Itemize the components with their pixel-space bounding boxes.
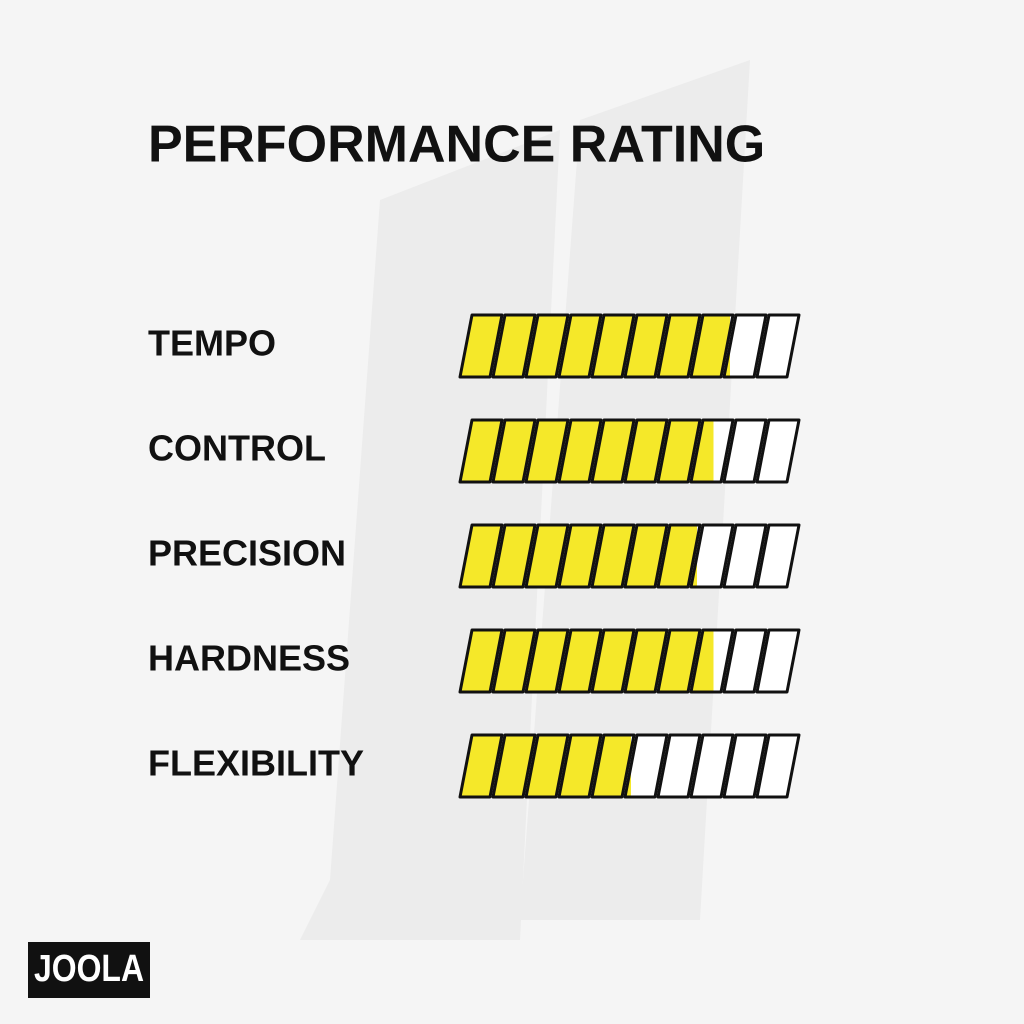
segment-outline bbox=[524, 628, 570, 694]
segment-outline bbox=[524, 523, 570, 589]
segment-outline bbox=[458, 523, 504, 589]
segment-outline bbox=[458, 628, 504, 694]
segment-outline bbox=[755, 523, 801, 589]
segment-outline bbox=[557, 313, 603, 379]
row-label: HARDNESS bbox=[148, 638, 350, 679]
segment-outline bbox=[656, 628, 702, 694]
segment-outline bbox=[755, 418, 801, 484]
segment-outline bbox=[755, 313, 801, 379]
segment-outline bbox=[689, 628, 735, 694]
segment-outline bbox=[722, 628, 768, 694]
segment-outline bbox=[557, 733, 603, 799]
segment-outline bbox=[458, 418, 504, 484]
segment-outline bbox=[755, 628, 801, 694]
segment-outline bbox=[755, 733, 801, 799]
segment-outline bbox=[491, 733, 537, 799]
segment-outline bbox=[491, 628, 537, 694]
segment-outline bbox=[491, 313, 537, 379]
segment-outline bbox=[491, 418, 537, 484]
segment-outline bbox=[524, 418, 570, 484]
segment-outline bbox=[458, 733, 504, 799]
segment-outline bbox=[656, 523, 702, 589]
segment-outline bbox=[722, 418, 768, 484]
bar bbox=[460, 735, 631, 797]
row-label: TEMPO bbox=[148, 323, 276, 364]
segment-outline bbox=[623, 313, 669, 379]
segment-outline bbox=[689, 733, 735, 799]
segment-outline bbox=[590, 523, 636, 589]
segment-outline bbox=[557, 523, 603, 589]
segment-outline bbox=[590, 313, 636, 379]
segment-outline bbox=[689, 523, 735, 589]
row-label: CONTROL bbox=[148, 428, 326, 469]
segment-outline bbox=[623, 418, 669, 484]
segment-outline bbox=[458, 313, 504, 379]
segment-outline bbox=[590, 733, 636, 799]
segment-outline bbox=[689, 418, 735, 484]
logo-box bbox=[28, 942, 150, 998]
logo: JOOLA bbox=[34, 948, 144, 990]
segment-outline bbox=[590, 418, 636, 484]
segment-outline bbox=[656, 733, 702, 799]
segment-outline bbox=[491, 523, 537, 589]
segment-outline bbox=[623, 733, 669, 799]
segment-outline bbox=[722, 313, 768, 379]
segment-outline bbox=[656, 418, 702, 484]
segment-outline bbox=[623, 523, 669, 589]
segment-outline bbox=[656, 313, 702, 379]
segment-outline bbox=[722, 733, 768, 799]
chart-title: PERFORMANCE RATING bbox=[148, 116, 765, 174]
segment-outline bbox=[557, 418, 603, 484]
segment-outline bbox=[689, 313, 735, 379]
row-label: PRECISION bbox=[148, 533, 346, 574]
segment-outline bbox=[590, 628, 636, 694]
segment-outline bbox=[524, 313, 570, 379]
row-label: FLEXIBILITY bbox=[148, 743, 364, 784]
segment-outline bbox=[623, 628, 669, 694]
segment-outline bbox=[524, 733, 570, 799]
segment-outline bbox=[722, 523, 768, 589]
segment-outline bbox=[557, 628, 603, 694]
